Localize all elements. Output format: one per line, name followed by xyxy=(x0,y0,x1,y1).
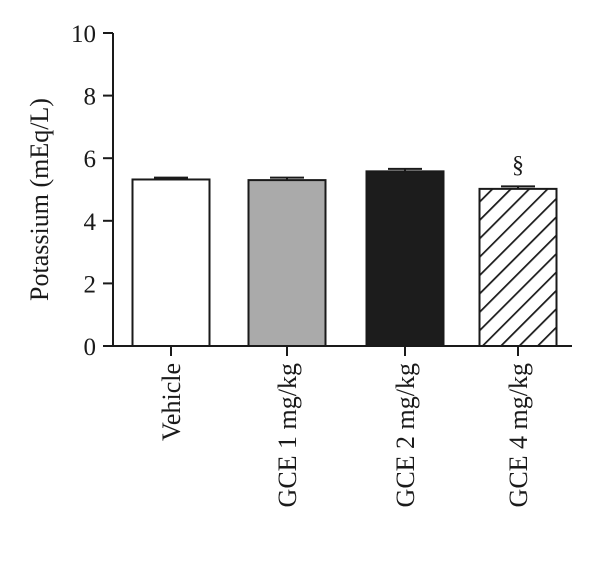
category-label: GCE 1 mg/kg xyxy=(273,363,302,507)
bar-gce-2-mg-kg xyxy=(365,170,445,347)
y-axis-title: Potassium (mEq/L) xyxy=(25,98,54,301)
axes xyxy=(112,33,572,347)
y-tick-label: 8 xyxy=(84,84,97,111)
annotations: § xyxy=(512,152,524,178)
significance-marker: § xyxy=(512,152,524,178)
y-tick-label: 4 xyxy=(84,209,97,236)
y-tick-label: 6 xyxy=(84,146,97,173)
category-labels: Vehicle GCE 1 mg/kg GCE 2 mg/kg GCE 4 mg/kg xyxy=(157,346,533,507)
bar-gce-4-mg-kg xyxy=(478,187,558,347)
category-label: Vehicle xyxy=(157,363,186,441)
bar-gce-1-mg-kg xyxy=(247,179,327,347)
y-tick-label: 2 xyxy=(84,271,97,298)
bars-layer xyxy=(131,167,558,347)
y-ticks: 0 2 4 6 8 10 xyxy=(71,21,113,361)
y-tick-label: 0 xyxy=(84,334,97,361)
category-label: GCE 2 mg/kg xyxy=(391,363,420,507)
bar-vehicle xyxy=(131,178,211,347)
y-tick-label: 10 xyxy=(71,21,96,48)
category-label: GCE 4 mg/kg xyxy=(504,363,533,507)
